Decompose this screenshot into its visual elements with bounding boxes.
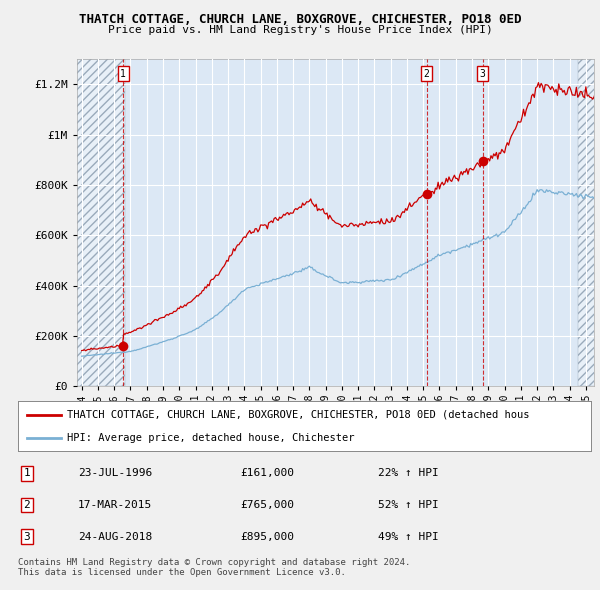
- Text: 1: 1: [23, 468, 31, 478]
- Text: HPI: Average price, detached house, Chichester: HPI: Average price, detached house, Chic…: [67, 433, 354, 443]
- Text: 24-AUG-2018: 24-AUG-2018: [78, 532, 152, 542]
- Text: 22% ↑ HPI: 22% ↑ HPI: [378, 468, 439, 478]
- Bar: [74, 59, 125, 386]
- Text: 49% ↑ HPI: 49% ↑ HPI: [378, 532, 439, 542]
- Bar: [578, 59, 600, 386]
- Text: 17-MAR-2015: 17-MAR-2015: [78, 500, 152, 510]
- Text: 2: 2: [424, 69, 430, 78]
- Text: 1: 1: [120, 69, 126, 78]
- Text: Price paid vs. HM Land Registry's House Price Index (HPI): Price paid vs. HM Land Registry's House …: [107, 25, 493, 35]
- Text: £895,000: £895,000: [240, 532, 294, 542]
- Text: £161,000: £161,000: [240, 468, 294, 478]
- Text: Contains HM Land Registry data © Crown copyright and database right 2024.
This d: Contains HM Land Registry data © Crown c…: [18, 558, 410, 577]
- Text: THATCH COTTAGE, CHURCH LANE, BOXGROVE, CHICHESTER, PO18 0ED: THATCH COTTAGE, CHURCH LANE, BOXGROVE, C…: [79, 13, 521, 26]
- Text: 3: 3: [23, 532, 31, 542]
- Text: 3: 3: [479, 69, 485, 78]
- Text: 23-JUL-1996: 23-JUL-1996: [78, 468, 152, 478]
- Text: 2: 2: [23, 500, 31, 510]
- Text: 52% ↑ HPI: 52% ↑ HPI: [378, 500, 439, 510]
- Text: THATCH COTTAGE, CHURCH LANE, BOXGROVE, CHICHESTER, PO18 0ED (detached hous: THATCH COTTAGE, CHURCH LANE, BOXGROVE, C…: [67, 409, 529, 419]
- Bar: [74, 59, 125, 386]
- Bar: [578, 59, 600, 386]
- Bar: [74, 59, 125, 386]
- Text: £765,000: £765,000: [240, 500, 294, 510]
